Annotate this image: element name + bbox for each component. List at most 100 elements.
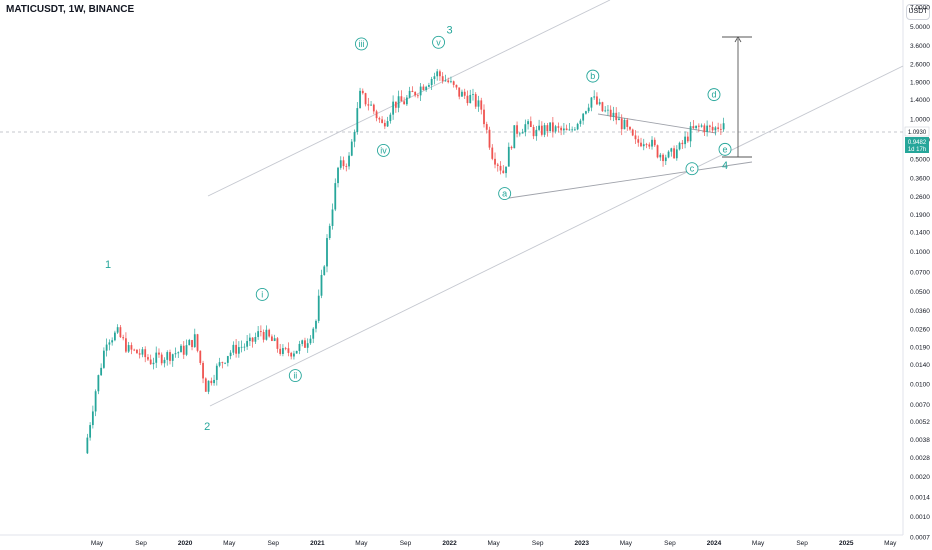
currency-unit-button[interactable]: USDT [906,4,930,20]
candle-body [604,110,607,112]
candle-body [356,108,359,133]
price-tick-label: 0.1400 [910,230,930,237]
candle-body [565,128,568,131]
candle-body [494,158,496,165]
candle-body [546,125,549,131]
time-tick-label: 2020 [178,540,193,547]
time-tick-label: 2025 [839,540,854,547]
candle-body [631,129,634,136]
time-tick-label: 2021 [310,540,325,547]
candle-body [408,90,411,98]
candle-body [259,331,262,333]
candle-body [394,101,397,108]
wave-label-3: 3 [447,25,453,37]
candle-body [480,100,483,110]
candle-body [232,344,235,353]
candle-body [626,119,629,127]
candle-body [414,91,417,96]
candle-body [295,350,298,354]
time-tick-label: Sep [664,540,676,547]
candle-body [364,93,367,105]
candle-body [491,147,494,159]
price-tick-label: 0.0260 [910,327,930,334]
candle-body [353,132,356,142]
candle-body [306,343,309,348]
wave-circle [432,35,446,49]
candle-body [328,225,331,239]
wave-label-v: v [436,37,441,47]
candle-body [298,343,301,351]
wave-label-iv: iv [380,145,387,155]
time-tick-label: May [752,540,765,547]
wave-label-a: a [502,189,507,199]
candle-body [488,129,491,148]
candle-body [524,124,527,133]
candle-body [697,125,700,127]
wave-label-4: 4 [722,160,728,172]
candle-body [615,112,618,121]
wave-circle [707,88,721,102]
candle-body [213,379,215,384]
candle-body [312,328,315,339]
candle-body [664,157,667,162]
symbol-title: MATICUSDT, 1W, BINANCE [6,4,135,15]
candle-body [607,109,609,111]
candle-body [204,378,207,392]
wave-label-i: i [261,289,263,299]
price-tick-label: 0.0010 [910,514,930,521]
price-tick-label: 1.0000 [910,117,930,124]
time-tick-label: May [620,540,633,547]
candle-body [576,123,579,130]
candle-body [246,341,249,347]
candle-body [623,119,626,130]
wave-label-e: e [723,144,728,154]
candle-body [226,356,229,363]
wave-circle [718,142,732,156]
candle-body [334,183,337,210]
candle-body [202,362,204,379]
candle-body [378,118,381,120]
wave-circle [354,37,368,51]
time-axis: May Sep 2020 May Sep 2021 May Sep 2022 May Sep 2023… [91,540,897,547]
candle-body [527,121,529,125]
candle-body [152,362,155,365]
candle-body [309,338,312,344]
candle-body [557,126,560,128]
candle-body [675,149,678,159]
candle-body [405,97,408,105]
candle-body [568,129,571,131]
wave-label-ii: ii [293,371,297,381]
price-tick-label: 0.0014 [910,495,930,502]
time-tick-label: Sep [135,540,147,547]
wave-circle [255,287,269,301]
candle-body [397,96,400,108]
price-tick-label: 0.0190 [910,345,930,352]
candle-body [268,329,271,337]
candle-body [717,127,720,129]
candle-body [119,327,122,338]
price-tick-label: 7.0000 [910,5,930,12]
time-tick-label: Sep [796,540,808,547]
candle-body [441,76,444,82]
candle-body [185,345,188,355]
candle-body [596,96,598,105]
candle-body [510,146,513,149]
candle-body [463,91,466,96]
candle-body [359,90,361,109]
wave-circle [288,369,302,382]
candle-body [540,125,543,135]
candle-body [279,348,282,354]
candle-body [433,76,436,80]
wave-label-d: d [711,90,716,100]
upper-channel-line [207,0,611,197]
candle-body [166,352,169,360]
candle-body [141,349,144,355]
candle-body [138,353,141,355]
candle-body [472,94,474,95]
price-tick-label: 0.0007 [910,535,930,542]
price-tick-label: 0.0028 [910,455,930,462]
time-tick-label: Sep [267,540,279,547]
candle-body [199,350,202,363]
price-tick-label: 1.4000 [910,97,930,104]
